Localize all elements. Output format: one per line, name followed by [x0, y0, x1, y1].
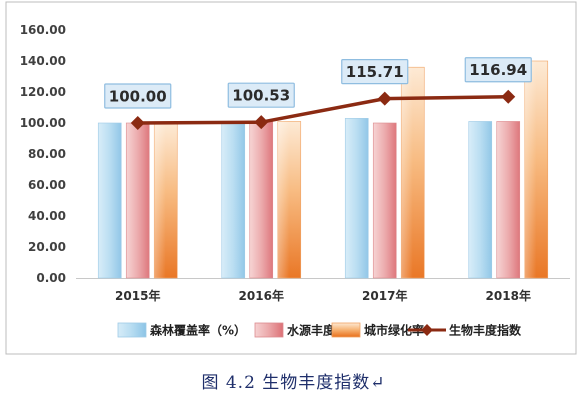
- data-label-text: 100.53: [232, 87, 290, 105]
- data-labels: 100.00 100.53 115.71 116.94: [104, 57, 532, 109]
- legend-item: 水源丰度: [254, 322, 336, 338]
- data-label-text: 116.94: [469, 61, 527, 79]
- data-label-text: 100.00: [109, 88, 167, 106]
- bar-group: [468, 60, 549, 279]
- x-tick-label: 2017年: [362, 288, 407, 303]
- x-tick-label: 2015年: [115, 288, 160, 303]
- data-label-box: [104, 83, 172, 109]
- bar-water-abundance: [372, 122, 397, 279]
- y-tick-label: 60.00: [28, 178, 66, 192]
- legend-item: 森林覆盖率（%）: [117, 322, 246, 338]
- bar-highlight: [154, 123, 166, 278]
- legend-item: 城市绿化率: [331, 322, 424, 338]
- data-label-box: [341, 59, 409, 85]
- bar-water-abundance: [496, 121, 521, 279]
- data-label: 115.71: [341, 59, 409, 85]
- x-tick-label: 2016年: [239, 288, 284, 303]
- y-tick-label: 120.00: [20, 85, 66, 99]
- bar-water-abundance: [125, 122, 150, 279]
- y-tick-label: 160.00: [20, 23, 66, 37]
- legend-swatch: [254, 322, 284, 338]
- bar-group: [97, 122, 178, 279]
- biodiversity-index-line: [137, 94, 509, 125]
- bar-forest-coverage: [97, 122, 122, 279]
- data-label-box: [464, 57, 532, 83]
- y-tick-label: 40.00: [28, 209, 66, 223]
- chart-svg: 0.00 20.00 40.00 60.00 80.00 100.00 120.00 140.…: [5, 1, 577, 355]
- legend-swatch: [117, 322, 147, 338]
- y-tick-label: 80.00: [28, 147, 66, 161]
- line-point-marker: [377, 91, 392, 106]
- y-tick-label: 100.00: [20, 116, 66, 130]
- legend-swatch: [331, 322, 361, 338]
- y-tick-label: 0.00: [36, 271, 66, 285]
- data-label-text: 115.71: [346, 63, 404, 81]
- data-label-box: [227, 82, 295, 108]
- legend-marker: [421, 324, 433, 336]
- bar-forest-coverage: [344, 118, 369, 279]
- bar-group: [344, 66, 425, 279]
- bar-water-abundance: [249, 121, 274, 279]
- bar-highlight: [401, 67, 413, 278]
- legend-label: 水源丰度: [287, 323, 336, 338]
- legend-label: 生物丰度指数: [449, 323, 522, 338]
- legend: 森林覆盖率（%） 水源丰度 城市绿化率 生物丰度指数: [117, 322, 522, 338]
- x-axis: 2015年 2016年 2017年 2018年: [76, 278, 570, 303]
- y-tick-label: 20.00: [28, 240, 66, 254]
- y-axis: 0.00 20.00 40.00 60.00 80.00 100.00 120.00 140.…: [20, 23, 66, 285]
- bar-highlight: [277, 121, 290, 278]
- line-series: [130, 89, 516, 130]
- x-tick-label: 2018年: [486, 288, 531, 303]
- legend-label: 城市绿化率: [364, 323, 424, 338]
- chart-frame: 0.00 20.00 40.00 60.00 80.00 100.00 120.00 140.…: [5, 1, 577, 355]
- y-tick-label: 140.00: [20, 54, 66, 68]
- legend-label: 森林覆盖率（%）: [150, 323, 246, 338]
- bar-groups: [97, 60, 549, 279]
- data-label: 116.94: [464, 57, 532, 83]
- legend-item: 生物丰度指数: [408, 323, 522, 338]
- line-point-marker: [501, 89, 516, 104]
- data-label: 100.53: [227, 82, 295, 108]
- line-point-marker: [254, 115, 269, 130]
- bar-forest-coverage: [468, 121, 493, 279]
- bar-forest-coverage: [221, 122, 246, 279]
- figure-caption: 图 4.2 生物丰度指数↵: [201, 373, 386, 393]
- bar-highlight: [524, 61, 537, 278]
- data-label: 100.00: [104, 83, 172, 109]
- line-point-marker: [130, 116, 145, 130]
- bar-group: [221, 121, 302, 279]
